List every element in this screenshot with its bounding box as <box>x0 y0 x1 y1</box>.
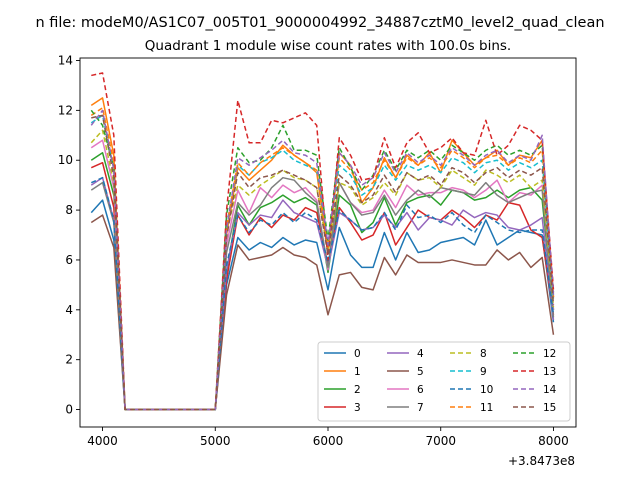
y-tick-label: 8 <box>65 203 73 217</box>
legend-label-5: 5 <box>417 366 424 378</box>
y-tick-label: 4 <box>65 303 73 317</box>
legend-label-9: 9 <box>480 366 487 378</box>
legend-label-11: 11 <box>480 402 493 414</box>
x-tick-label: 5000 <box>200 434 231 448</box>
legend-label-14: 14 <box>543 384 557 396</box>
legend-label-15: 15 <box>543 402 556 414</box>
series-line-14 <box>90 109 555 411</box>
legend-label-13: 13 <box>543 366 556 378</box>
x-tick-label: 8000 <box>538 434 569 448</box>
x-tick-label: 7000 <box>425 434 456 448</box>
legend-label-3: 3 <box>354 402 361 414</box>
suptitle: n file: modeM0/AS1C07_005T01_9000004992_… <box>35 15 604 31</box>
legend-label-4: 4 <box>417 348 424 360</box>
y-tick-label: 2 <box>65 353 73 367</box>
series-layer <box>90 72 555 411</box>
x-tick-label: 6000 <box>313 434 344 448</box>
x-tick-label: 4000 <box>87 434 118 448</box>
legend-label-12: 12 <box>543 348 556 360</box>
y-tick-label: 0 <box>65 403 73 417</box>
y-tick-label: 10 <box>58 153 73 167</box>
legend-label-2: 2 <box>354 384 361 396</box>
x-offset-label: +3.8473e8 <box>508 454 575 468</box>
legend-label-0: 0 <box>354 348 361 360</box>
legend-label-6: 6 <box>417 384 424 396</box>
legend-label-1: 1 <box>354 366 361 378</box>
legend-label-7: 7 <box>417 402 424 414</box>
legend-frame <box>317 341 571 422</box>
y-axis: 0 2 4 6 8 10 12 14 <box>58 53 80 417</box>
series-line-11 <box>90 107 555 411</box>
y-tick-label: 6 <box>65 253 73 267</box>
y-tick-label: 14 <box>58 53 73 67</box>
legend-label-8: 8 <box>480 348 487 360</box>
y-tick-label: 12 <box>58 103 73 117</box>
legend-label-10: 10 <box>480 384 493 396</box>
x-axis: 4000 5000 6000 7000 8000 <box>87 427 569 448</box>
chart-title: Quadrant 1 module wise count rates with … <box>145 38 511 54</box>
